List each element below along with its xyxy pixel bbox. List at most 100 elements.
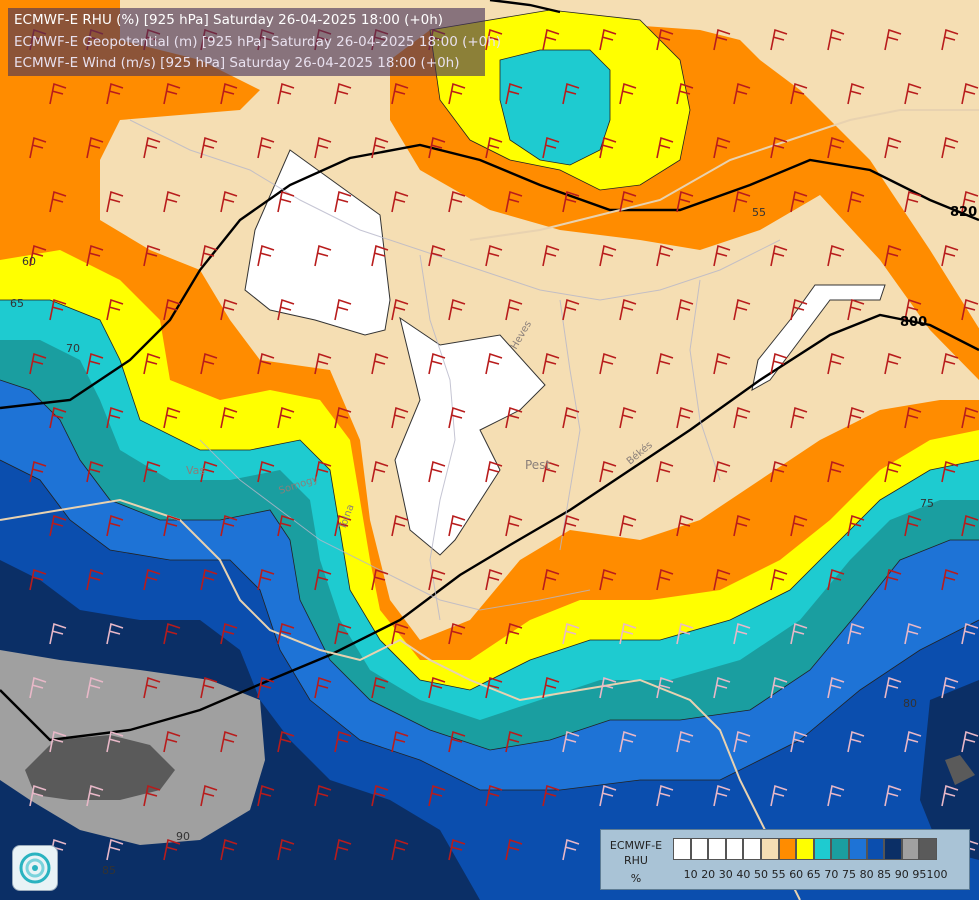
wind-barb <box>505 298 523 321</box>
wind-barb <box>941 28 959 51</box>
wind-barb <box>713 784 731 807</box>
wind-barb <box>599 460 617 483</box>
wind-barb <box>961 406 979 429</box>
wind-barb <box>485 568 503 591</box>
wind-barb <box>961 82 979 105</box>
wind-barb <box>599 136 617 159</box>
wind-barb <box>676 406 694 429</box>
wind-barb <box>619 406 637 429</box>
wind-barb <box>847 730 865 753</box>
wind-barb <box>29 568 47 591</box>
wind-barb <box>904 82 922 105</box>
legend-tick-label: 20 <box>701 868 716 881</box>
borders <box>129 119 781 621</box>
legend-tick-label: 75 <box>842 868 856 881</box>
wind-barb <box>676 82 694 105</box>
wind-barb <box>827 568 845 591</box>
wind-barb <box>505 730 523 753</box>
wind-barb <box>29 676 47 699</box>
wind-barb <box>277 298 295 321</box>
wind-barb <box>827 244 845 267</box>
wind-barb <box>371 460 389 483</box>
wind-barb <box>827 136 845 159</box>
wind-barb <box>448 730 466 753</box>
wind-barb <box>790 622 808 645</box>
legend-tick-label: 40 <box>736 868 751 881</box>
wind-barb <box>86 784 104 807</box>
wind-barb <box>334 298 352 321</box>
wind-barb <box>904 730 922 753</box>
wind-barb <box>941 460 959 483</box>
wind-barb <box>163 406 181 429</box>
wind-barb <box>314 244 332 267</box>
wind-barb <box>961 190 979 213</box>
wind-barb <box>827 460 845 483</box>
rhu-band-55-north <box>0 0 979 380</box>
wind-barb <box>505 406 523 429</box>
wind-barb <box>200 244 218 267</box>
wind-barb <box>713 460 731 483</box>
wind-barb <box>562 838 580 861</box>
wind-barb <box>542 136 560 159</box>
wind-barb <box>200 460 218 483</box>
wind-barb <box>562 514 580 537</box>
wind-barb <box>505 82 523 105</box>
wind-barb <box>790 406 808 429</box>
contour-label-80: 80 <box>903 697 917 710</box>
logo-icon[interactable] <box>12 845 58 891</box>
wind-barb <box>106 298 124 321</box>
wind-barb <box>676 298 694 321</box>
wind-barb <box>656 568 674 591</box>
wind-barb <box>143 244 161 267</box>
wind-barb <box>29 460 47 483</box>
legend-model: ECMWF-E <box>609 839 663 852</box>
wind-barb <box>904 406 922 429</box>
wind-barb <box>448 622 466 645</box>
wind-barb <box>371 568 389 591</box>
wind-barb <box>542 568 560 591</box>
wind-barb <box>770 784 788 807</box>
wind-barb <box>106 838 124 861</box>
wind-barb <box>314 784 332 807</box>
wind-barb <box>448 82 466 105</box>
wind-barb <box>257 136 275 159</box>
wind-barb <box>143 568 161 591</box>
wind-barb <box>448 406 466 429</box>
wind-barb <box>200 784 218 807</box>
wind-barb <box>29 784 47 807</box>
wind-barb <box>790 190 808 213</box>
wind-barb <box>656 784 674 807</box>
wind-barb <box>884 568 902 591</box>
wind-barb <box>941 784 959 807</box>
wind-barb <box>334 82 352 105</box>
wind-barb <box>542 784 560 807</box>
wind-barb <box>485 244 503 267</box>
wind-barb <box>961 622 979 645</box>
legend-swatch <box>884 838 902 860</box>
wind-barb <box>562 298 580 321</box>
wind-barb <box>941 352 959 375</box>
wind-barb <box>505 514 523 537</box>
wind-barb <box>49 514 67 537</box>
wind-barb <box>220 730 238 753</box>
contour-label-820: 820 <box>950 205 977 220</box>
wind-barb <box>941 676 959 699</box>
contour-label-70: 70 <box>66 342 80 355</box>
wind-barb <box>562 406 580 429</box>
wind-barb <box>619 514 637 537</box>
wind-barb <box>599 568 617 591</box>
wind-barb <box>770 568 788 591</box>
wind-barb <box>619 298 637 321</box>
wind-barb <box>505 838 523 861</box>
wind-barb <box>941 136 959 159</box>
wind-barb <box>770 136 788 159</box>
wind-barb <box>619 82 637 105</box>
wind-barb <box>770 460 788 483</box>
wind-barb <box>220 190 238 213</box>
national-border-north <box>469 109 979 241</box>
legend-tick-label: 50 <box>754 868 768 881</box>
wind-barb <box>827 28 845 51</box>
wind-barb <box>619 730 637 753</box>
wind-barb <box>143 676 161 699</box>
